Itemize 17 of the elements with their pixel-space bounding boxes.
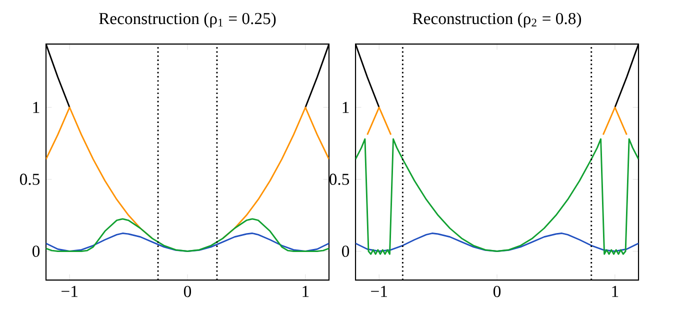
x-tick-label: 0 — [493, 286, 501, 298]
x-tick-label: 1 — [612, 286, 618, 297]
y-tick-label: 0 — [342, 246, 350, 257]
x-tick-label: −1 — [371, 286, 387, 297]
chart-title: Reconstruction (ρ$_{1}$ = 0.25) — [99, 12, 276, 28]
line-series — [356, 232, 639, 252]
line-series — [356, 138, 639, 255]
x-tick-label: 0 — [184, 286, 192, 298]
x-tick-label: 1 — [302, 286, 309, 297]
chart-title: Reconstruction (ρ$_{2}$ = 0.8) — [412, 12, 582, 28]
y-tick-label: 1 — [342, 102, 349, 113]
y-tick-label: 0 — [32, 246, 40, 257]
y-tick-label: 0.5 — [329, 174, 350, 185]
line-series — [46, 232, 329, 252]
y-tick-label: 0.5 — [20, 174, 40, 185]
y-tick-label: 1 — [33, 102, 40, 113]
x-tick-label: −1 — [62, 286, 78, 297]
